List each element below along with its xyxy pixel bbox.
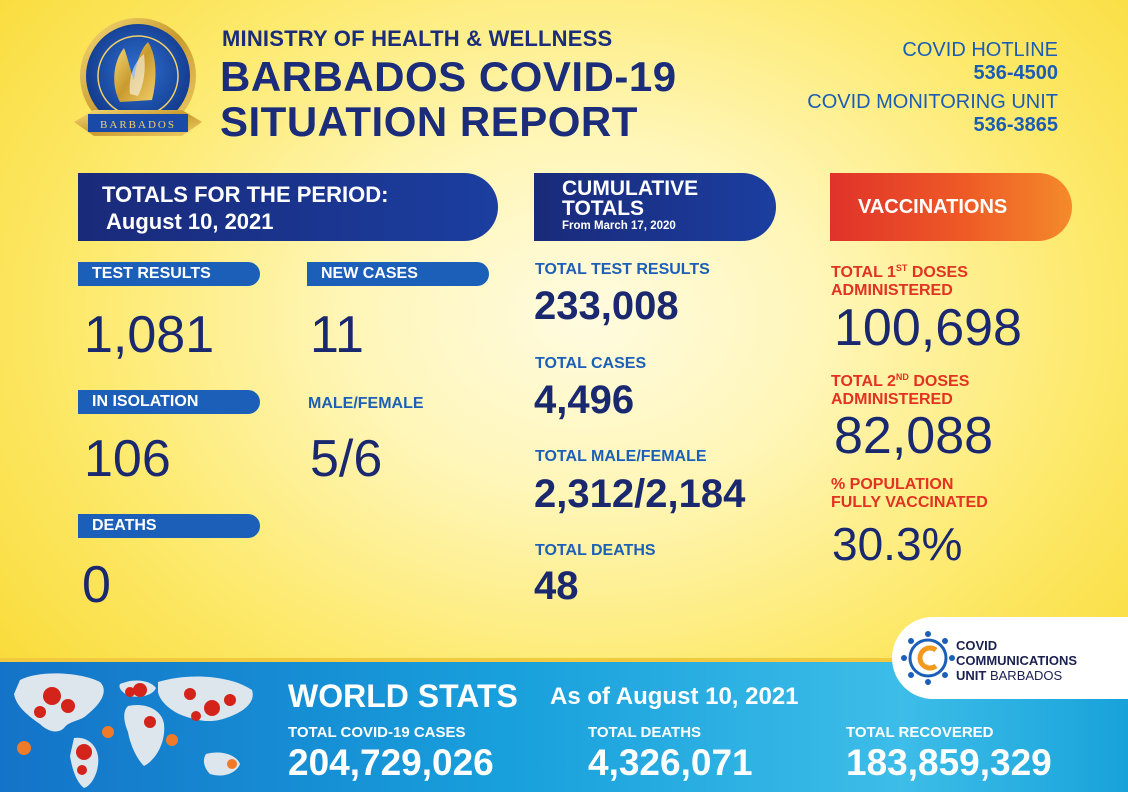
second-doses-value: 82,088 xyxy=(834,407,994,465)
ccu-virus-logo xyxy=(901,631,955,685)
pct-fully-vaccinated-label: % POPULATION FULLY VACCINATED xyxy=(831,476,988,512)
total-cases-label: TOTAL CASES xyxy=(535,355,647,372)
test-results-value: 1,081 xyxy=(84,306,215,364)
male-female-value: 5/6 xyxy=(310,430,383,488)
ccu-badge xyxy=(892,617,1128,699)
report-title: BARBADOS COVID-19 SITUATION REPORT xyxy=(220,54,677,144)
period-banner: TOTALS FOR THE PERIOD: August 10, 2021 xyxy=(78,173,498,241)
deaths-value: 0 xyxy=(82,556,111,614)
pct-label-b: FULLY VACCINATED xyxy=(831,494,988,511)
world-stats-title: WORLD STATS xyxy=(288,678,518,714)
cumulative-banner-since: From March 17, 2020 xyxy=(562,220,676,232)
seal-text: BARBADOS xyxy=(100,119,176,131)
first-doses-label-c: ADMINISTERED xyxy=(831,282,953,299)
total-male-female-value: 2,312/2,184 xyxy=(534,472,746,516)
new-cases-label: NEW CASES xyxy=(307,262,489,286)
hotline-label: COVID HOTLINE xyxy=(902,39,1058,61)
first-doses-label-sup: ST xyxy=(895,263,908,273)
hotline-number: 536-4500 xyxy=(973,62,1058,84)
ccu-line3-unit: UNIT xyxy=(956,668,987,683)
period-banner-title: TOTALS FOR THE PERIOD: xyxy=(102,182,389,207)
first-doses-label: TOTAL 1ST DOSES ADMINISTERED xyxy=(831,259,968,300)
cumulative-banner: CUMULATIVE TOTALS From March 17, 2020 xyxy=(534,173,776,241)
world-cases-value: 204,729,026 xyxy=(288,742,494,783)
world-recovered-label: TOTAL RECOVERED xyxy=(846,724,994,741)
world-deaths-value: 4,326,071 xyxy=(588,742,753,783)
cumulative-banner-line2: TOTALS xyxy=(562,197,645,220)
deaths-label: DEATHS xyxy=(78,514,260,538)
isolation-label: IN ISOLATION xyxy=(78,390,260,414)
total-deaths-value: 48 xyxy=(534,564,579,608)
first-doses-label-a: TOTAL 1 xyxy=(831,264,896,281)
total-cases-value: 4,496 xyxy=(534,378,635,422)
total-deaths-label: TOTAL DEATHS xyxy=(535,542,656,559)
first-doses-label-b: DOSES xyxy=(907,264,968,281)
ccu-line3: UNIT BARBADOS xyxy=(956,668,1077,683)
report-title-line2: SITUATION REPORT xyxy=(220,98,638,145)
hotline-block: COVID HOTLINE 536-4500 COVID MONITORING … xyxy=(807,38,1058,142)
ministry-name: MINISTRY OF HEALTH & WELLNESS xyxy=(222,26,613,51)
world-stats-as-of: As of August 10, 2021 xyxy=(550,683,799,710)
world-recovered-value: 183,859,329 xyxy=(846,742,1052,783)
cumulative-banner-line1: CUMULATIVE xyxy=(562,177,699,200)
second-doses-label-a: TOTAL 2 xyxy=(831,373,896,390)
period-banner-date: August 10, 2021 xyxy=(106,209,274,234)
monitoring-unit-number: 536-3865 xyxy=(973,114,1058,136)
ccu-name: COVID COMMUNICATIONS UNIT BARBADOS xyxy=(956,638,1077,683)
world-cases-label: TOTAL COVID-19 CASES xyxy=(288,724,466,741)
test-results-label: TEST RESULTS xyxy=(78,262,260,286)
first-doses-value: 100,698 xyxy=(834,299,1022,357)
ccu-line3-barbados: BARBADOS xyxy=(989,668,1063,683)
second-doses-label: TOTAL 2ND DOSES ADMINISTERED xyxy=(831,368,969,409)
total-test-results-value: 233,008 xyxy=(534,284,679,328)
new-cases-value: 11 xyxy=(310,306,364,364)
second-doses-label-b: DOSES xyxy=(908,373,970,390)
ccu-line2: COMMUNICATIONS xyxy=(956,653,1078,668)
total-male-female-label: TOTAL MALE/FEMALE xyxy=(535,448,707,465)
ministry-seal-logo: BARBADOS xyxy=(74,18,202,136)
report-title-line1: BARBADOS COVID-19 xyxy=(220,53,677,100)
isolation-value: 106 xyxy=(84,430,171,488)
male-female-label: MALE/FEMALE xyxy=(308,395,424,412)
second-doses-label-sup: ND xyxy=(895,372,909,382)
world-deaths-label: TOTAL DEATHS xyxy=(588,724,702,741)
monitoring-unit-label: COVID MONITORING UNIT xyxy=(807,91,1058,113)
world-map-icon xyxy=(14,673,253,788)
vaccinations-banner: VACCINATIONS xyxy=(830,173,1072,241)
pct-fully-vaccinated-value: 30.3% xyxy=(832,518,963,570)
second-doses-label-c: ADMINISTERED xyxy=(831,391,953,408)
ccu-line1: COVID xyxy=(956,638,998,653)
pct-label-a: % POPULATION xyxy=(831,476,954,493)
total-test-results-label: TOTAL TEST RESULTS xyxy=(535,261,710,278)
